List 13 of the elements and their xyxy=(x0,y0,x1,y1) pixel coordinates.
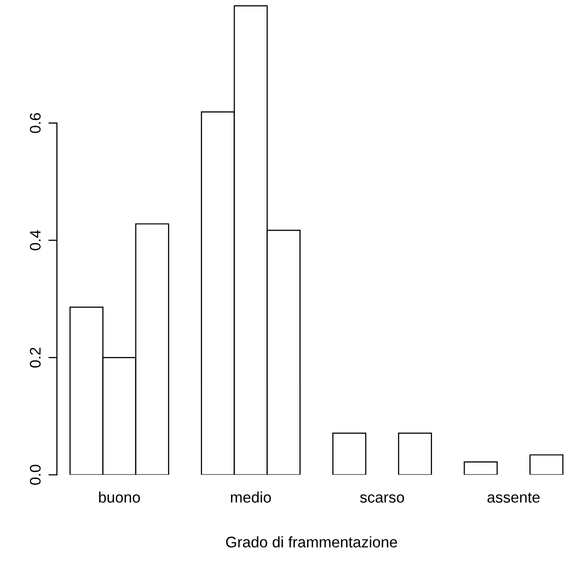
x-axis-title: Grado di frammentazione xyxy=(226,536,398,548)
x-tick-label: assente xyxy=(487,492,540,503)
x-tick-label: scarso xyxy=(360,494,404,503)
bar xyxy=(332,432,366,475)
bar xyxy=(464,461,498,475)
bar xyxy=(398,432,432,475)
y-tick-label: 0.0 xyxy=(30,464,41,485)
y-tick-label: 0.4 xyxy=(30,230,41,250)
bar xyxy=(529,454,564,475)
x-tick-label: buono xyxy=(99,491,140,503)
x-tick-label: medio xyxy=(230,491,271,503)
y-tick-label: 0.2 xyxy=(30,348,41,368)
y-tick-label: 0.6 xyxy=(30,113,41,134)
